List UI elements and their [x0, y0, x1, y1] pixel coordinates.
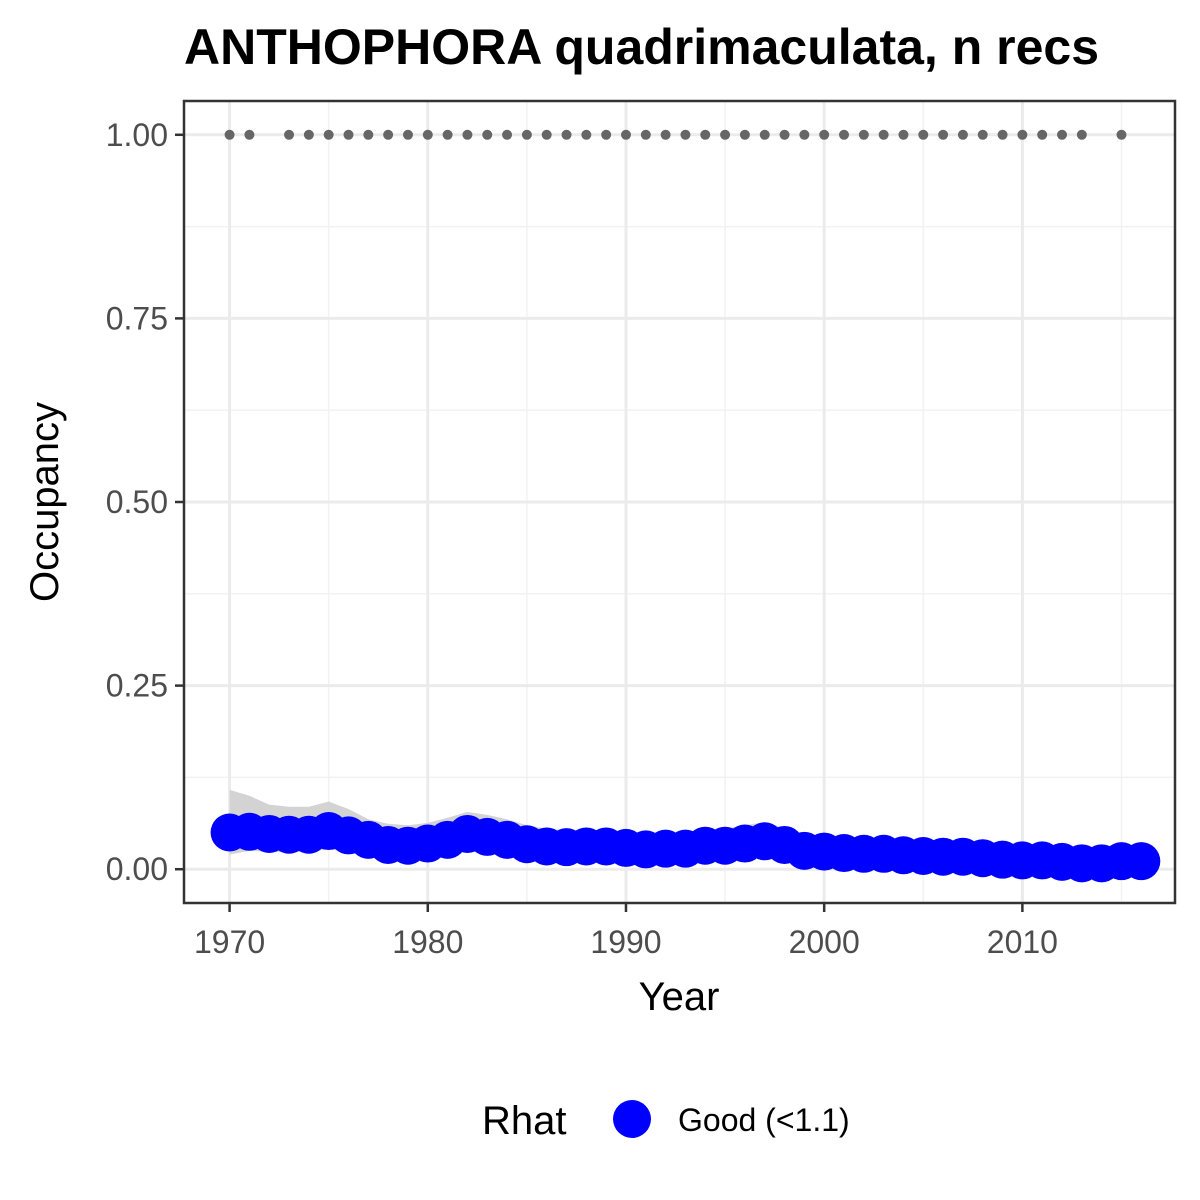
record-point	[997, 129, 1008, 140]
record-point	[977, 129, 988, 140]
record-point	[839, 129, 850, 140]
record-point	[601, 129, 612, 140]
record-point	[680, 129, 691, 140]
x-axis: 1970 1980 1990 2000 2010	[194, 903, 1058, 960]
record-point	[759, 129, 770, 140]
record-point	[482, 129, 493, 140]
record-point	[1057, 129, 1068, 140]
y-axis-title: Occupancy	[23, 402, 67, 602]
record-point	[1076, 129, 1087, 140]
record-point	[422, 129, 433, 140]
legend: Rhat Good (<1.1)	[482, 1099, 850, 1143]
record-point	[561, 129, 572, 140]
legend-key-good	[613, 1100, 651, 1138]
x-tick-label: 1970	[194, 924, 265, 960]
x-tick-label: 2000	[789, 924, 860, 960]
occupancy-point	[1122, 842, 1161, 881]
record-point	[1116, 129, 1127, 140]
y-tick-label: 0.50	[106, 484, 168, 520]
record-point	[284, 129, 295, 140]
x-tick-label: 1980	[392, 924, 463, 960]
record-point	[323, 129, 334, 140]
y-tick-label: 1.00	[106, 117, 168, 153]
x-tick-label: 2010	[987, 924, 1058, 960]
y-tick-label: 0.25	[106, 668, 168, 704]
record-point	[1037, 129, 1048, 140]
major-gridlines	[184, 101, 1175, 903]
record-point	[363, 129, 374, 140]
record-point	[620, 129, 631, 140]
occupancy-points	[210, 812, 1161, 883]
legend-title: Rhat	[482, 1099, 567, 1143]
y-tick-label: 0.00	[106, 851, 168, 887]
record-point	[898, 129, 909, 140]
record-point	[383, 129, 394, 140]
record-point	[640, 129, 651, 140]
record-point	[303, 129, 314, 140]
record-point	[938, 129, 949, 140]
record-point	[739, 129, 750, 140]
record-point	[957, 129, 968, 140]
chart-title: ANTHOPHORA quadrimaculata, n recs	[184, 19, 1099, 75]
record-point	[700, 129, 711, 140]
y-tick-label: 0.75	[106, 300, 168, 336]
record-point	[819, 129, 830, 140]
y-axis: 0.00 0.25 0.50 0.75 1.00	[106, 117, 184, 887]
record-point	[720, 129, 731, 140]
record-point	[878, 129, 889, 140]
record-point	[918, 129, 929, 140]
x-tick-label: 1990	[590, 924, 661, 960]
legend-label-good: Good (<1.1)	[678, 1102, 850, 1138]
record-point	[799, 129, 810, 140]
x-axis-title: Year	[639, 975, 720, 1019]
record-point	[581, 129, 592, 140]
record-point	[521, 129, 532, 140]
record-point	[462, 129, 473, 140]
record-point	[779, 129, 790, 140]
minor-gridlines	[184, 101, 1175, 903]
record-point	[541, 129, 552, 140]
record-point	[442, 129, 453, 140]
record-point	[224, 129, 235, 140]
record-point	[402, 129, 413, 140]
record-point	[343, 129, 354, 140]
record-point	[660, 129, 671, 140]
record-point	[1017, 129, 1028, 140]
record-point	[502, 129, 513, 140]
record-points	[224, 129, 1127, 140]
record-point	[244, 129, 255, 140]
record-point	[858, 129, 869, 140]
